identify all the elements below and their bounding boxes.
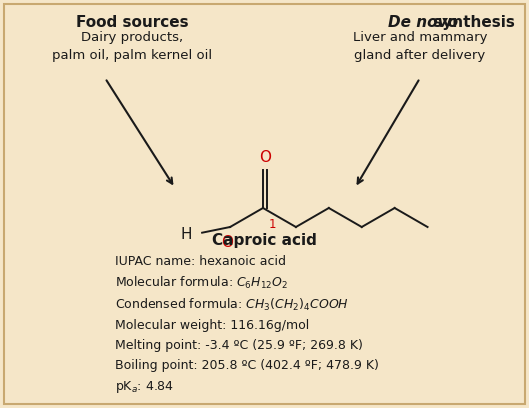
Text: Melting point: -3.4 ºC (25.9 ºF; 269.8 K): Melting point: -3.4 ºC (25.9 ºF; 269.8 K… [115, 339, 363, 352]
Text: pK$_a$: 4.84: pK$_a$: 4.84 [115, 379, 174, 395]
Text: Caproic acid: Caproic acid [212, 233, 316, 248]
Text: H: H [180, 227, 192, 242]
Text: Liver and mammary
gland after delivery: Liver and mammary gland after delivery [353, 31, 487, 62]
Text: 1: 1 [269, 218, 277, 231]
Text: Condensed formula: $CH_3(CH_2)_4COOH$: Condensed formula: $CH_3(CH_2)_4COOH$ [115, 297, 349, 313]
Text: Food sources: Food sources [76, 15, 188, 30]
Text: De novo: De novo [388, 15, 458, 30]
Text: Boiling point: 205.8 ºC (402.4 ºF; 478.9 K): Boiling point: 205.8 ºC (402.4 ºF; 478.9… [115, 359, 379, 372]
Text: Dairy products,
palm oil, palm kernel oil: Dairy products, palm oil, palm kernel oi… [52, 31, 212, 62]
FancyBboxPatch shape [4, 4, 525, 404]
Text: O: O [259, 150, 271, 165]
Text: Molecular formula: $C_6H_{12}O_2$: Molecular formula: $C_6H_{12}O_2$ [115, 275, 288, 291]
Text: Molecular weight: 116.16g/mol: Molecular weight: 116.16g/mol [115, 319, 309, 332]
Text: synthesis: synthesis [428, 15, 515, 30]
Text: O: O [221, 235, 233, 250]
Text: IUPAC name: hexanoic acid: IUPAC name: hexanoic acid [115, 255, 286, 268]
